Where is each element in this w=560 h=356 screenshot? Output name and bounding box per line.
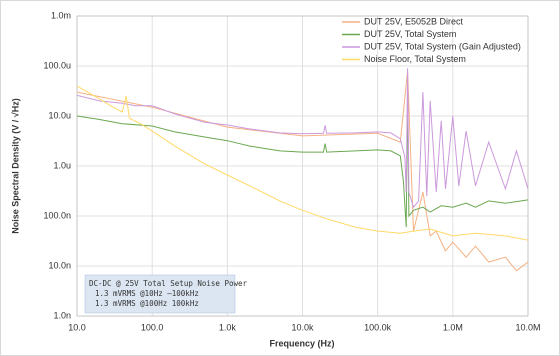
- y-tick-label: 10.0n: [48, 260, 71, 270]
- series-line: [77, 68, 528, 209]
- y-tick-label: 1.0m: [51, 10, 71, 20]
- series-line: [77, 92, 528, 228]
- x-tick-label: 10.0M: [515, 322, 540, 332]
- annotation-box: [84, 274, 236, 314]
- y-tick-label: 1.0u: [53, 160, 71, 170]
- annotation-text: 1.3 mVRMS @100Hz 100kHz: [95, 299, 199, 308]
- legend-label: DUT 25V, E5052B Direct: [364, 16, 464, 26]
- y-tick-label: 1.0n: [53, 310, 71, 320]
- y-axis-label: Noise Spectral Density (V / √Hz): [10, 98, 20, 233]
- x-tick-label: 1.0M: [443, 322, 463, 332]
- series-line: [77, 85, 528, 241]
- x-tick-label: 1.0k: [219, 322, 237, 332]
- annotation-text: 1.3 mVRMS @10Hz –100kHz: [95, 289, 199, 298]
- x-tick-label: 100.0k: [364, 322, 392, 332]
- y-tick-label: 10.0u: [48, 110, 71, 120]
- plot-area: [76, 15, 529, 317]
- series-line: [77, 70, 528, 272]
- x-tick-label: 10.0k: [291, 322, 314, 332]
- annotation-text: DC-DC @ 25V Total Setup Noise Power: [89, 279, 248, 288]
- x-tick-label: 10.0: [68, 322, 86, 332]
- x-tick-label: 100.0: [141, 322, 164, 332]
- y-tick-label: 100.0u: [43, 60, 71, 70]
- legend-label: Noise Floor, Total System: [364, 54, 466, 64]
- legend-label: DUT 25V, Total System: [364, 29, 456, 39]
- y-tick-label: 100.0n: [43, 210, 71, 220]
- legend-label: DUT 25V, Total System (Gain Adjusted): [364, 41, 521, 51]
- x-axis-label: Frequency (Hz): [269, 338, 334, 348]
